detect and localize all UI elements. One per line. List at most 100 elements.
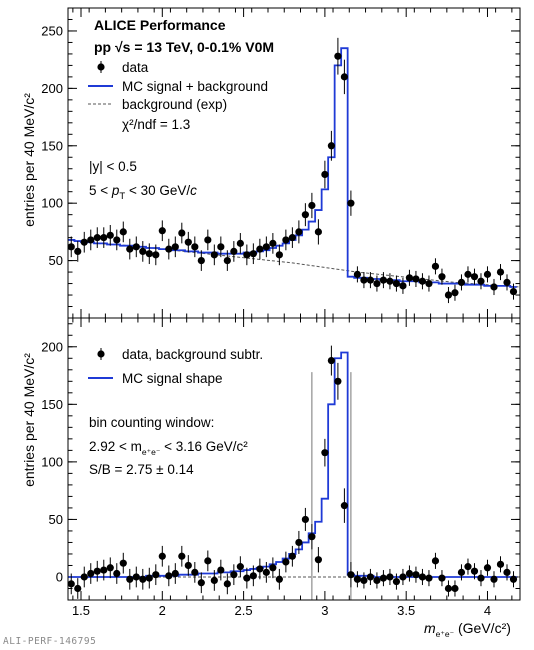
data-point bbox=[509, 575, 518, 583]
data-point bbox=[353, 270, 362, 278]
data-point bbox=[204, 236, 212, 244]
data-point bbox=[178, 552, 186, 560]
data-point bbox=[197, 579, 205, 587]
data-point bbox=[438, 574, 446, 582]
data-point bbox=[399, 573, 407, 581]
data-point bbox=[145, 250, 153, 258]
data-point bbox=[119, 559, 127, 567]
x-axis-label: me⁺e⁻ (GeV/c²) bbox=[424, 620, 511, 639]
data-point bbox=[503, 278, 511, 287]
data-point bbox=[223, 580, 231, 588]
data-point bbox=[230, 571, 238, 579]
data-point bbox=[314, 556, 322, 564]
data-point bbox=[184, 238, 192, 246]
y-tick-label: 200 bbox=[41, 81, 63, 96]
data-point bbox=[288, 552, 296, 560]
data-point bbox=[470, 567, 479, 575]
y-tick-label: 150 bbox=[41, 138, 63, 153]
data-point bbox=[74, 247, 82, 256]
data-point bbox=[412, 571, 420, 579]
data-point bbox=[178, 229, 186, 237]
data-point bbox=[132, 243, 140, 251]
data-point bbox=[126, 575, 134, 583]
y-tick-label: 150 bbox=[41, 397, 63, 412]
data-point bbox=[457, 568, 466, 576]
data-point bbox=[67, 243, 75, 251]
data-point bbox=[262, 243, 270, 251]
x-tick-label: 3 bbox=[321, 603, 328, 618]
bottom-y-axis-label: entries per 40 MeV/c² bbox=[21, 353, 37, 487]
bottom-axis-ticks: 0 50 100 150 200 1.5 2 2.5 3 3.5 4 bbox=[41, 318, 520, 618]
data-point bbox=[496, 268, 505, 276]
data-point bbox=[405, 569, 414, 578]
data-points-background-subtracted bbox=[67, 345, 518, 599]
y-tick-label: 100 bbox=[41, 196, 63, 211]
data-point bbox=[210, 576, 218, 585]
data-point bbox=[249, 572, 257, 580]
legend-background-label: background (exp) bbox=[122, 97, 227, 112]
data-point bbox=[503, 568, 511, 576]
data-point bbox=[444, 584, 453, 593]
data-point bbox=[191, 243, 199, 251]
data-point bbox=[464, 270, 472, 278]
data-point bbox=[249, 250, 257, 258]
data-point bbox=[366, 276, 375, 284]
x-tick-label: 4 bbox=[484, 603, 491, 618]
data-point bbox=[321, 170, 329, 179]
data-point bbox=[470, 273, 479, 281]
signal-over-background-text: S/B = 2.75 ± 0.14 bbox=[89, 462, 194, 477]
data-point bbox=[230, 247, 238, 256]
data-point bbox=[373, 576, 381, 585]
data-point bbox=[366, 573, 375, 581]
data-point bbox=[464, 563, 472, 571]
data-point bbox=[288, 234, 296, 242]
data-point bbox=[451, 584, 459, 593]
data-point bbox=[236, 239, 244, 247]
x-tick-label: 2 bbox=[159, 603, 166, 618]
x-tick-label: 2.5 bbox=[235, 603, 253, 618]
data-point bbox=[93, 567, 101, 575]
chart-title: ALICE Performance bbox=[94, 17, 226, 33]
data-point bbox=[314, 228, 322, 236]
data-point bbox=[392, 577, 401, 586]
data-point bbox=[106, 231, 114, 239]
data-point bbox=[347, 199, 355, 207]
y-tick-label: 0 bbox=[56, 569, 63, 584]
legend-mc-shape-label: MC signal shape bbox=[122, 371, 223, 386]
data-point bbox=[425, 279, 433, 288]
data-point bbox=[171, 569, 179, 578]
data-point bbox=[269, 564, 277, 572]
data-point bbox=[165, 572, 173, 580]
data-point bbox=[418, 573, 427, 581]
data-point bbox=[490, 575, 498, 583]
data-point bbox=[457, 278, 466, 287]
y-tick-label: 250 bbox=[41, 23, 63, 38]
data-point bbox=[425, 574, 433, 582]
data-point bbox=[347, 571, 355, 579]
data-point bbox=[483, 564, 492, 572]
data-point bbox=[184, 561, 192, 570]
data-point bbox=[152, 251, 160, 259]
data-point bbox=[334, 377, 342, 385]
data-point bbox=[80, 573, 88, 581]
data-point bbox=[360, 576, 368, 585]
data-point bbox=[165, 245, 173, 253]
data-point bbox=[431, 262, 440, 270]
data-point bbox=[321, 449, 329, 457]
data-point bbox=[171, 243, 179, 251]
bottom-plot-frame bbox=[67, 317, 521, 601]
data-point bbox=[308, 201, 316, 210]
data-point bbox=[490, 283, 498, 291]
data-point bbox=[139, 575, 147, 583]
data-point bbox=[509, 287, 518, 296]
data-point bbox=[496, 560, 505, 568]
data-point bbox=[444, 291, 453, 299]
data-point bbox=[74, 584, 82, 593]
x-tick-label: 3.5 bbox=[397, 603, 415, 618]
data-point bbox=[217, 566, 225, 574]
figure-id-footer: ALI-PERF-146795 bbox=[3, 636, 97, 647]
data-point bbox=[483, 270, 492, 278]
data-point bbox=[353, 575, 362, 583]
top-panel: 50 100 150 200 250 ALICE Performance pp √s =… bbox=[21, 7, 521, 319]
